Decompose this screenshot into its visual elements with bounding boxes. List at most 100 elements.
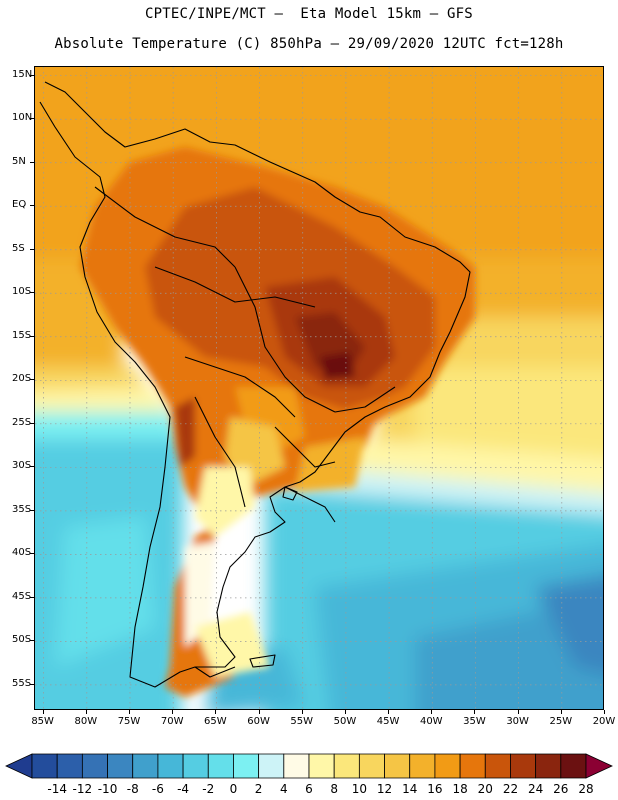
latitude-label: 55S xyxy=(12,677,32,689)
longitude-label: 45W xyxy=(376,716,400,727)
longitude-tick xyxy=(129,710,130,714)
colorbar-segment xyxy=(434,753,461,779)
latitude-label: 15S xyxy=(12,329,32,341)
colorbar-tick-label: 12 xyxy=(376,782,393,796)
colorbar-tick-label: 2 xyxy=(254,782,263,796)
latitude-label: 10N xyxy=(12,112,33,124)
longitude-label: 75W xyxy=(117,716,141,727)
colorbar-tick-label: 10 xyxy=(351,782,367,796)
latitude-label: 5N xyxy=(12,155,26,167)
latitude-tick xyxy=(30,683,34,685)
longitude-label: 30W xyxy=(506,716,529,727)
longitude-tick xyxy=(431,710,433,714)
colorbar-tick-label: -6 xyxy=(151,782,164,796)
colorbar-segment xyxy=(182,753,209,779)
colorbar-segment xyxy=(56,753,83,779)
colorbar-tick-label: 18 xyxy=(452,782,468,796)
ocean-temperature-bands xyxy=(35,67,603,709)
latitude-label: EQ xyxy=(12,199,27,211)
colorbar-tick-label: 20 xyxy=(477,782,493,796)
latitude-tick xyxy=(30,118,34,120)
colorbar-segment xyxy=(308,753,335,779)
longitude-tick xyxy=(172,710,174,714)
longitude-label: 55W xyxy=(290,716,314,727)
colorbar-tick-label: 22 xyxy=(502,782,519,796)
longitude-label: 40W xyxy=(419,716,443,727)
longitude-tick xyxy=(258,710,260,714)
latitude-tick xyxy=(30,640,34,642)
colorbar-segment xyxy=(157,753,184,779)
latitude-label: 15N xyxy=(12,68,33,80)
colorbar-segment xyxy=(233,753,260,779)
colorbar-tick-label: -8 xyxy=(126,782,139,796)
latitude-label: 40S xyxy=(12,547,32,559)
longitude-tick xyxy=(85,710,87,714)
longitude-tick xyxy=(604,710,605,714)
colorbar-segment xyxy=(258,753,285,779)
longitude-label: 25W xyxy=(549,716,573,727)
title-line-1: CPTEC/INPE/MCT – Eta Model 15km – GFS xyxy=(145,6,473,22)
colorbar-segment xyxy=(107,753,134,779)
colorbar-segment xyxy=(31,753,58,779)
longitude-tick xyxy=(301,710,303,714)
colorbar-tick-label: 24 xyxy=(527,782,544,796)
colorbar-segment xyxy=(384,753,411,779)
longitude-label: 50W xyxy=(333,716,357,727)
latitude-tick xyxy=(30,422,34,424)
longitude-tick xyxy=(344,710,346,714)
longitude-label: 20W xyxy=(592,716,616,727)
latitude-label: 25S xyxy=(12,416,32,428)
latitude-tick xyxy=(30,292,34,294)
colorbar-tick-label: -2 xyxy=(202,782,215,796)
longitude-tick xyxy=(560,710,562,714)
latitude-tick xyxy=(30,335,34,337)
coastline xyxy=(39,81,471,688)
colorbar-tick-label: 28 xyxy=(578,782,594,796)
latitude-label: 45S xyxy=(12,590,32,602)
latitude-label: 35S xyxy=(12,503,32,515)
latitude-tick xyxy=(30,509,34,511)
colorbar-tick-label: -4 xyxy=(177,782,190,796)
colorbar-segment xyxy=(207,753,234,779)
latitude-label: 20S xyxy=(12,373,32,385)
latitude-tick xyxy=(30,553,34,555)
colorbar-segment xyxy=(132,753,159,779)
longitude-tick xyxy=(517,710,519,714)
continent-temperature-field xyxy=(80,147,475,697)
latitude-tick xyxy=(30,205,34,207)
temperature-field xyxy=(35,67,603,709)
colorbar-tick-label: 4 xyxy=(279,782,288,796)
latitude-tick xyxy=(30,248,34,250)
colorbar-arrow-low xyxy=(5,753,33,779)
longitude-label: 85W xyxy=(31,716,54,727)
latitude-tick xyxy=(30,74,34,76)
title-line-2: Absolute Temperature (C) 850hPa – 29/09/… xyxy=(54,36,564,52)
colorbar xyxy=(5,753,613,779)
longitude-label: 60W xyxy=(247,716,270,727)
colorbar-segment xyxy=(358,753,385,779)
latitude-label: 30S xyxy=(12,460,32,472)
longitude-label: 65W xyxy=(204,716,227,727)
colorbar-tick-label: -10 xyxy=(97,782,118,796)
colorbar-tick-label: 14 xyxy=(402,782,418,796)
longitude-tick xyxy=(42,710,44,714)
latitude-tick xyxy=(30,466,34,468)
colorbar-tick-label: 16 xyxy=(427,782,443,796)
latitude-label: 5S xyxy=(12,242,25,254)
colorbar-tick-label: 0 xyxy=(229,782,238,796)
longitude-label: 70W xyxy=(160,716,184,727)
colorbar-segment xyxy=(409,753,436,779)
latitude-tick xyxy=(30,596,34,598)
latitude-tick xyxy=(30,379,34,381)
longitude-tick xyxy=(474,710,476,714)
colorbar-tick-label: 26 xyxy=(553,782,569,796)
longitude-label: 80W xyxy=(74,716,98,727)
colorbar-segment xyxy=(459,753,486,779)
longitude-tick xyxy=(215,710,217,714)
temperature-map[interactable] xyxy=(34,66,604,710)
colorbar-tick-label: -14 xyxy=(47,782,67,796)
latitude-label: 50S xyxy=(12,634,32,646)
colorbar-tick-label: -12 xyxy=(72,782,93,796)
longitude-tick xyxy=(388,710,390,714)
colorbar-segment xyxy=(283,753,310,779)
